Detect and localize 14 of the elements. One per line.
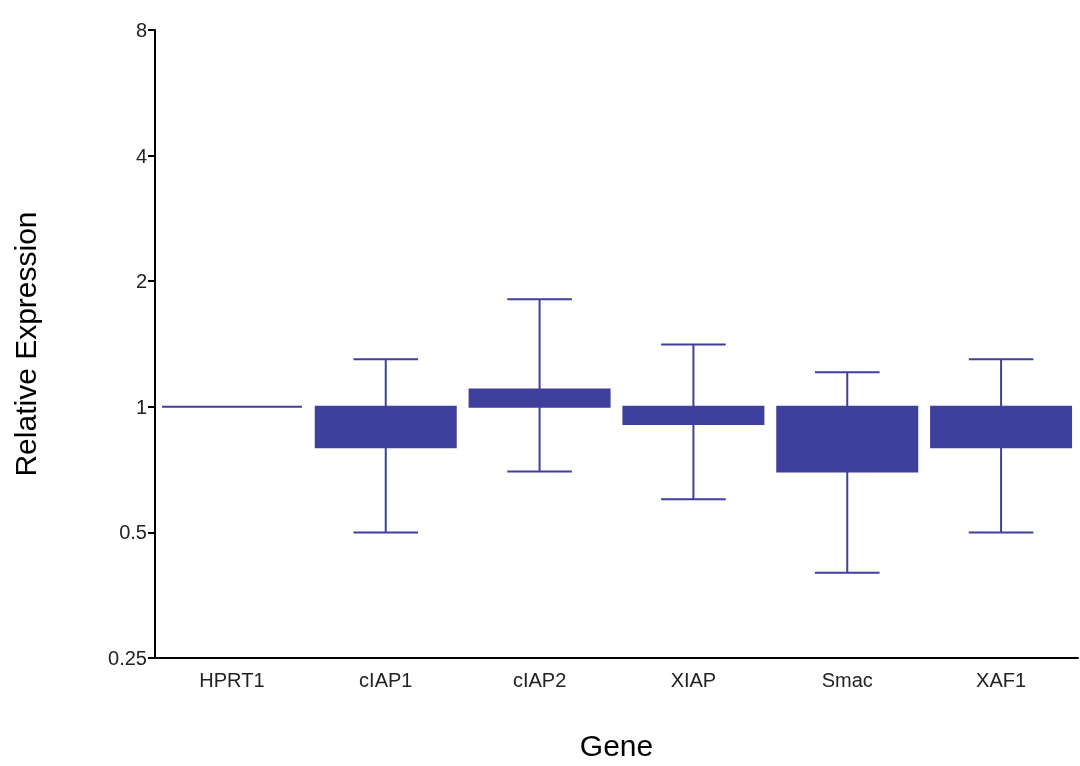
x-axis-title: Gene bbox=[579, 728, 654, 762]
y-tick-label: 0.25 bbox=[108, 647, 147, 669]
y-axis-title: Relative Expression bbox=[8, 211, 42, 477]
y-tick-label: 8 bbox=[135, 19, 147, 41]
x-tick-label: cIAP1 bbox=[359, 669, 413, 691]
x-tick-label: HPRT1 bbox=[199, 669, 265, 691]
y-tick-label: 2 bbox=[135, 270, 147, 293]
x-tick-label: XIAP bbox=[670, 669, 717, 691]
y-tick-label: 0.5 bbox=[119, 521, 147, 544]
x-tick-label: cIAP2 bbox=[512, 669, 567, 691]
x-tick-label: Smac bbox=[821, 669, 873, 691]
x-tick-label: XAF1 bbox=[976, 669, 1027, 691]
y-tick-label: 4 bbox=[135, 144, 147, 167]
y-tick-label: 1 bbox=[135, 395, 147, 418]
